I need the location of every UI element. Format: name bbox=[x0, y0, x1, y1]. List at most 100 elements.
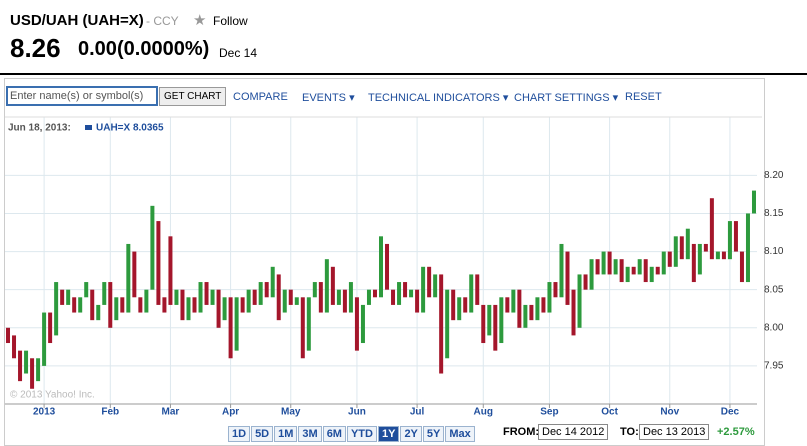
candle bbox=[493, 304, 498, 351]
candle bbox=[366, 289, 371, 305]
candle bbox=[222, 297, 227, 321]
candle bbox=[589, 259, 594, 290]
get-chart-button[interactable]: GET CHART bbox=[159, 87, 227, 106]
x-tick-label: May bbox=[281, 407, 301, 418]
x-tick-label: Nov bbox=[660, 407, 679, 418]
candle bbox=[583, 274, 588, 290]
x-tick-label: Dec bbox=[721, 407, 740, 418]
x-tick-label: Mar bbox=[162, 407, 180, 418]
candle bbox=[511, 289, 516, 313]
candle bbox=[360, 304, 365, 344]
candle bbox=[451, 289, 456, 321]
candle bbox=[439, 274, 444, 374]
candle bbox=[613, 259, 618, 275]
candle bbox=[60, 289, 65, 305]
candle bbox=[288, 289, 293, 305]
follow[interactable]: Follow bbox=[213, 14, 248, 28]
range-button[interactable]: 3M bbox=[298, 426, 322, 442]
candle bbox=[433, 274, 438, 298]
range-buttons: 1D 5D 1M 3M 6M YTD 1Y 2Y 5Y Max bbox=[228, 424, 476, 442]
candle bbox=[553, 282, 558, 298]
y-tick-label: 8.10 bbox=[764, 246, 784, 257]
candle bbox=[132, 251, 137, 298]
candle bbox=[54, 282, 59, 336]
candle bbox=[294, 297, 299, 305]
candle bbox=[649, 266, 654, 283]
x-tick-label: Apr bbox=[222, 407, 239, 418]
candle bbox=[547, 282, 552, 313]
reset[interactable]: RESET bbox=[625, 91, 662, 103]
candle bbox=[150, 205, 155, 290]
x-tick-label: Jul bbox=[410, 407, 425, 418]
symbol-input[interactable]: Enter name(s) or symbol(s) bbox=[6, 86, 158, 106]
events[interactable]: EVENTS ▾ bbox=[302, 92, 355, 104]
candle bbox=[709, 198, 714, 260]
x-tick-label: Feb bbox=[101, 407, 119, 418]
range-button[interactable]: 2Y bbox=[400, 426, 422, 442]
candle bbox=[156, 221, 161, 305]
candle bbox=[300, 297, 305, 359]
candle bbox=[42, 312, 47, 366]
candle bbox=[541, 297, 546, 313]
candle bbox=[216, 289, 221, 328]
candle bbox=[727, 221, 732, 260]
candle bbox=[703, 243, 708, 252]
y-tick-label: 8.00 bbox=[764, 322, 784, 333]
compare[interactable]: COMPARE bbox=[233, 91, 288, 103]
candle bbox=[391, 289, 396, 305]
candle bbox=[499, 297, 504, 344]
candle bbox=[529, 304, 534, 321]
y-tick-label: 8.20 bbox=[764, 170, 784, 181]
candle bbox=[739, 251, 744, 283]
chart-settings[interactable]: CHART SETTINGS ▾ bbox=[514, 92, 619, 104]
legend-swatch bbox=[85, 125, 92, 130]
candle bbox=[252, 289, 257, 305]
candle bbox=[234, 297, 239, 351]
candle bbox=[661, 251, 666, 275]
from-input[interactable]: Dec 14 2012 bbox=[538, 424, 609, 440]
candle bbox=[174, 289, 179, 305]
candle bbox=[96, 304, 101, 321]
x-tick-label: Aug bbox=[474, 407, 493, 418]
to-input[interactable]: Dec 13 2013 bbox=[639, 424, 710, 440]
x-tick-label: Sep bbox=[540, 407, 558, 418]
range-button[interactable]: 6M bbox=[322, 426, 346, 442]
candle bbox=[631, 266, 636, 275]
candle bbox=[138, 297, 143, 313]
candle bbox=[180, 289, 185, 321]
candle bbox=[469, 274, 474, 313]
range-button[interactable]: YTD bbox=[346, 426, 377, 442]
star-icon[interactable]: ★ bbox=[193, 12, 207, 29]
y-tick-label: 8.15 bbox=[764, 208, 784, 219]
candle bbox=[12, 335, 17, 359]
x-tick-label: Jun bbox=[348, 407, 366, 418]
candle bbox=[679, 236, 684, 260]
candle bbox=[409, 289, 414, 298]
technical-indicators[interactable]: TECHNICAL INDICATORS ▾ bbox=[368, 92, 509, 104]
candle bbox=[481, 304, 486, 344]
candle bbox=[403, 282, 408, 298]
y-tick-label: 7.95 bbox=[764, 361, 784, 372]
candle bbox=[523, 304, 528, 328]
candle bbox=[90, 289, 95, 321]
range-button[interactable]: 1Y bbox=[377, 426, 400, 442]
candle bbox=[637, 259, 642, 275]
range-button[interactable]: Max bbox=[445, 426, 475, 442]
range-button[interactable]: 1D bbox=[228, 426, 251, 442]
x-tick-label: 2013 bbox=[33, 407, 56, 418]
candle bbox=[306, 297, 311, 351]
candle bbox=[571, 289, 576, 336]
range-button[interactable]: 5D bbox=[251, 426, 274, 442]
candle bbox=[162, 297, 167, 313]
y-tick-label: 8.05 bbox=[764, 284, 784, 295]
candle bbox=[673, 236, 678, 267]
candle bbox=[685, 228, 690, 260]
range-button[interactable]: 1M bbox=[274, 426, 298, 442]
candle bbox=[643, 259, 648, 283]
candle bbox=[463, 297, 468, 313]
range-button[interactable]: 5Y bbox=[422, 426, 445, 442]
candle bbox=[348, 282, 353, 313]
candle bbox=[445, 289, 450, 359]
candle bbox=[342, 289, 347, 313]
